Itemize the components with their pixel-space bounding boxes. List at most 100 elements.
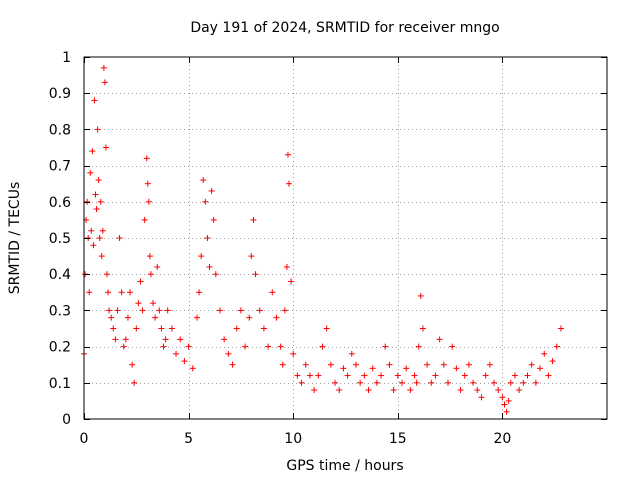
data-point bbox=[120, 343, 127, 350]
data-point bbox=[88, 227, 95, 234]
data-point bbox=[143, 155, 150, 162]
data-point bbox=[319, 343, 326, 350]
data-point bbox=[283, 263, 290, 270]
data-point bbox=[279, 361, 286, 368]
data-point bbox=[131, 379, 138, 386]
data-point bbox=[150, 300, 157, 307]
data-point bbox=[373, 379, 380, 386]
data-point bbox=[265, 343, 272, 350]
data-point bbox=[200, 177, 207, 184]
data-point bbox=[403, 365, 410, 372]
data-point bbox=[549, 358, 556, 365]
data-point bbox=[419, 325, 426, 332]
x-tick-label: 0 bbox=[80, 431, 89, 447]
data-point bbox=[516, 387, 523, 394]
data-point bbox=[158, 325, 165, 332]
data-point bbox=[118, 289, 125, 296]
data-point bbox=[141, 216, 148, 223]
data-point bbox=[90, 242, 97, 249]
data-point bbox=[532, 379, 539, 386]
x-tick-label: 10 bbox=[284, 431, 302, 447]
data-point bbox=[145, 198, 152, 205]
data-point bbox=[204, 235, 211, 241]
data-point bbox=[306, 372, 313, 379]
data-point bbox=[528, 361, 535, 368]
data-point bbox=[248, 253, 255, 260]
data-point bbox=[135, 300, 142, 307]
data-point bbox=[168, 325, 175, 332]
y-tick-label: 1 bbox=[62, 50, 71, 66]
data-point bbox=[225, 350, 232, 357]
data-point bbox=[108, 314, 115, 321]
data-point bbox=[286, 180, 293, 187]
data-point bbox=[210, 216, 217, 223]
data-point bbox=[482, 372, 489, 379]
x-tick-labels: 0 5 10 15 20 bbox=[80, 431, 512, 447]
data-point bbox=[336, 387, 343, 394]
data-point bbox=[415, 343, 422, 350]
data-point bbox=[499, 394, 506, 401]
data-point bbox=[229, 361, 236, 368]
data-point bbox=[144, 180, 151, 187]
axis-ticks bbox=[84, 57, 607, 420]
data-point bbox=[193, 314, 200, 321]
data-point bbox=[491, 379, 498, 386]
data-point bbox=[524, 372, 531, 379]
data-point bbox=[156, 307, 163, 314]
data-point bbox=[206, 263, 213, 270]
y-tick-label: 0.7 bbox=[49, 159, 71, 175]
data-point bbox=[160, 343, 167, 350]
data-point bbox=[96, 235, 103, 241]
data-point bbox=[311, 387, 318, 394]
data-point bbox=[436, 336, 443, 343]
data-point bbox=[152, 314, 159, 321]
data-point bbox=[478, 394, 485, 401]
data-point bbox=[196, 289, 203, 296]
data-point bbox=[237, 307, 244, 314]
y-tick-label: 0.9 bbox=[49, 86, 71, 102]
data-point bbox=[112, 336, 119, 343]
data-point bbox=[105, 289, 112, 296]
data-point bbox=[411, 372, 418, 379]
data-point bbox=[154, 263, 161, 270]
data-point bbox=[361, 372, 368, 379]
x-tick-label: 5 bbox=[184, 431, 193, 447]
y-tick-label: 0.3 bbox=[49, 303, 71, 319]
data-point bbox=[474, 387, 481, 394]
data-point bbox=[110, 325, 117, 332]
data-point bbox=[162, 336, 169, 343]
data-point bbox=[139, 307, 146, 314]
data-point bbox=[369, 365, 376, 372]
data-point bbox=[461, 372, 468, 379]
data-point bbox=[127, 289, 134, 296]
data-point bbox=[91, 97, 98, 104]
data-point bbox=[147, 271, 154, 278]
data-point bbox=[100, 64, 107, 71]
data-point bbox=[288, 278, 295, 285]
data-point bbox=[99, 227, 106, 234]
data-point bbox=[189, 365, 196, 372]
data-point bbox=[352, 361, 359, 368]
data-point bbox=[302, 361, 309, 368]
data-point bbox=[98, 253, 105, 260]
y-tick-label: 0.5 bbox=[49, 231, 71, 247]
data-point bbox=[101, 79, 108, 86]
data-point bbox=[95, 177, 102, 184]
data-point bbox=[432, 372, 439, 379]
data-point bbox=[348, 350, 355, 357]
data-point bbox=[277, 343, 284, 350]
data-point bbox=[102, 144, 109, 151]
chart-title: Day 191 of 2024, SRMTID for receiver mng… bbox=[190, 20, 499, 36]
data-point bbox=[106, 307, 113, 314]
y-tick-labels: 0 0.1 0.2 0.3 0.4 0.5 0.6 0.7 0.8 0.9 1 bbox=[49, 50, 71, 428]
data-point bbox=[520, 379, 527, 386]
data-point bbox=[327, 361, 334, 368]
data-point bbox=[233, 325, 240, 332]
data-point bbox=[284, 151, 291, 158]
data-point bbox=[216, 307, 223, 314]
data-point bbox=[124, 314, 131, 321]
data-point bbox=[290, 350, 297, 357]
data-point bbox=[221, 336, 228, 343]
